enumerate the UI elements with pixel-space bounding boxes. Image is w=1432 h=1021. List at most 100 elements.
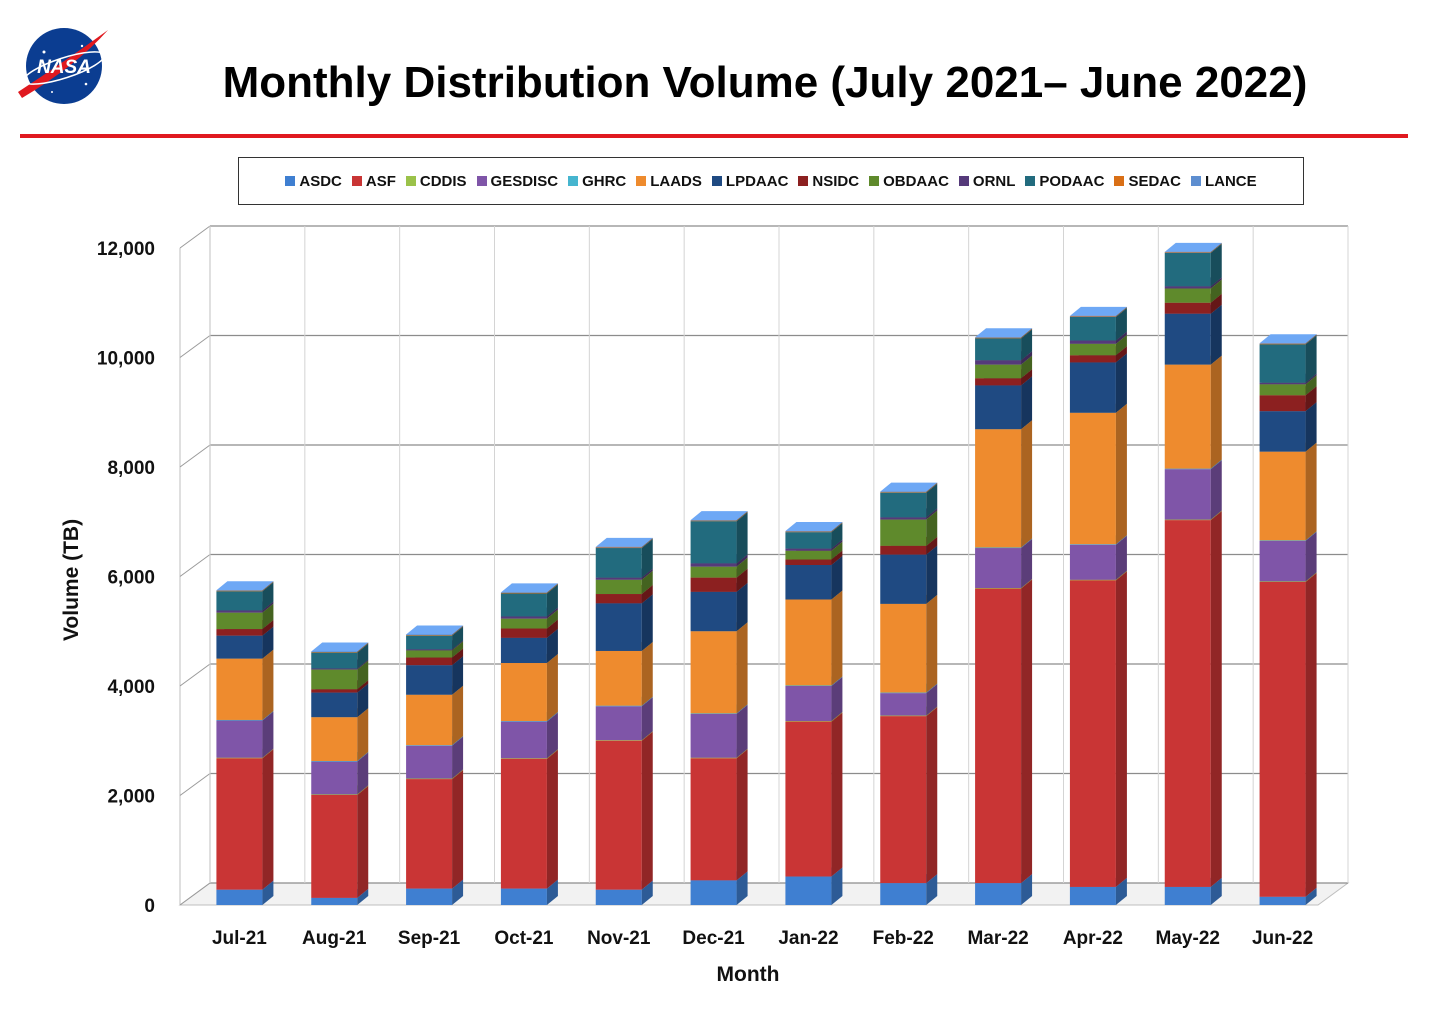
y-tick-label: 8,000 [107,458,155,479]
bar-segment-asf [785,712,843,877]
bar-segment-lance [1259,334,1317,344]
legend-label: LAADS [650,172,702,190]
bar-segment-laads [500,654,558,722]
legend-label: CDDIS [419,172,467,190]
legend-item-nsidc: NSIDC [798,173,859,190]
gridline-depth [179,882,211,906]
y-axis-title: Volume (TB) [60,519,83,641]
bar-segment-laads [1069,403,1127,545]
legend-swatch [711,176,722,186]
gridline-depth [179,773,211,796]
legend-item-lance: LANCE [1190,172,1257,190]
legend-label: OBDAAC [883,172,949,190]
bar-segment-laads [216,649,274,720]
bar-segment-asf [1164,511,1222,887]
bar-segment-lance [785,522,843,532]
bar-segment-lance [1069,306,1127,317]
y-tick-label: 12,000 [97,239,155,260]
bar-segment-asf [406,770,464,889]
bar-segment-lance [500,583,558,593]
legend-label: SEDAC [1128,172,1181,190]
bar-segment-lance [311,642,369,653]
legend-label: GESDISC [490,172,559,190]
bar-segment-asf [880,707,938,884]
legend-item-ghrc: GHRC [568,173,626,190]
bar-segment-asf [500,749,558,889]
x-tick-label: Nov-21 [587,928,651,949]
nasa-logo: NASA [18,28,108,104]
x-tick-label: Sep-21 [398,928,461,949]
bars-layer [216,242,1317,905]
legend-swatch [798,176,809,186]
y-tick-label: 2,000 [107,787,155,808]
gridline-depth [179,554,211,577]
x-tick-label: Aug-21 [302,928,367,949]
bar-segment-lance [216,581,274,591]
legend-item-podaac: PODAAC [1025,173,1104,190]
x-tick-label: May-22 [1156,928,1220,949]
x-tick-label: Oct-21 [494,928,554,949]
bar-segment-laads [1164,355,1222,469]
bar-segment-laads [690,622,748,714]
legend-label: PODAAC [1039,172,1105,190]
legend-label: LPDAAC [725,172,789,190]
legend-swatch [285,176,296,186]
legend-swatch [405,176,416,186]
bar-segment-asf [595,731,653,890]
gridline-depth [179,663,211,687]
svg-text:NASA: NASA [37,57,91,78]
bar-segment-asf [975,579,1033,884]
gridline-depth [179,225,211,249]
legend-label: ORNL [972,172,1016,190]
legend-swatch [1025,176,1036,186]
legend-label: LANCE [1204,172,1257,190]
labels-layer: 0 2,000 4,000 6,000 8,000 10,000 12,000 Jul-21 A… [97,239,1313,949]
grid-layer [178,225,1350,906]
legend-swatch [958,176,969,186]
bar-segment-lance [1164,242,1222,253]
bar-segment-laads [1259,442,1317,541]
legend-swatch [636,176,647,186]
bar-segment-laads [595,641,653,706]
title-divider [20,134,1408,138]
x-tick-label: Dec-21 [682,928,745,949]
x-tick-label: Apr-22 [1063,928,1123,949]
legend-item-laads: LAADS [636,173,702,190]
bar-segment-lance [595,537,653,548]
bar-segment-asf [1259,572,1317,897]
legend-label: ASF [365,172,396,190]
legend-swatch [869,176,880,186]
bar-segment-asf [216,749,274,890]
x-tick-label: Jul-21 [212,928,267,949]
gridline-depth [179,444,211,468]
legend-item-lpdaac: LPDAAC [711,172,789,190]
bar-segment-asf [690,749,748,881]
bar-segment-laads [880,594,938,693]
gridline-depth [179,335,211,358]
y-tick-label: 4,000 [107,677,155,698]
bar-segment-lance [975,328,1033,338]
bar-segment-asf [1069,571,1127,887]
x-tick-label: Mar-22 [967,928,1028,949]
bar-segment-asf [311,785,369,898]
legend-item-asdc: ASDC [285,173,342,190]
legend-item-obdaac: OBDAAC [869,173,949,190]
bar-segment-lance [690,511,748,521]
bar-segment-laads [785,590,843,686]
legend-swatch [1114,176,1125,186]
legend-swatch [1190,176,1201,186]
x-tick-label: Feb-22 [873,928,934,949]
legend-swatch [476,176,487,186]
legend-swatch [568,176,579,186]
legend-label: NSIDC [812,172,860,190]
legend-item-sedac: SEDAC [1114,173,1181,190]
legend-item-ornl: ORNL [958,172,1016,190]
chart-legend: ASDC ASF CDDIS GESDISC GHRC LAADS LPDAAC NSIDC O… [238,157,1304,205]
legend-item-gesdisc: GESDISC [476,172,559,190]
legend-item-asf: ASF [351,172,396,190]
legend-item-cddis: CDDIS [405,172,467,190]
x-tick-label: Jan-22 [778,928,838,949]
bar-segment-lpdaac [975,376,1033,430]
legend-label: ASDC [299,172,342,190]
